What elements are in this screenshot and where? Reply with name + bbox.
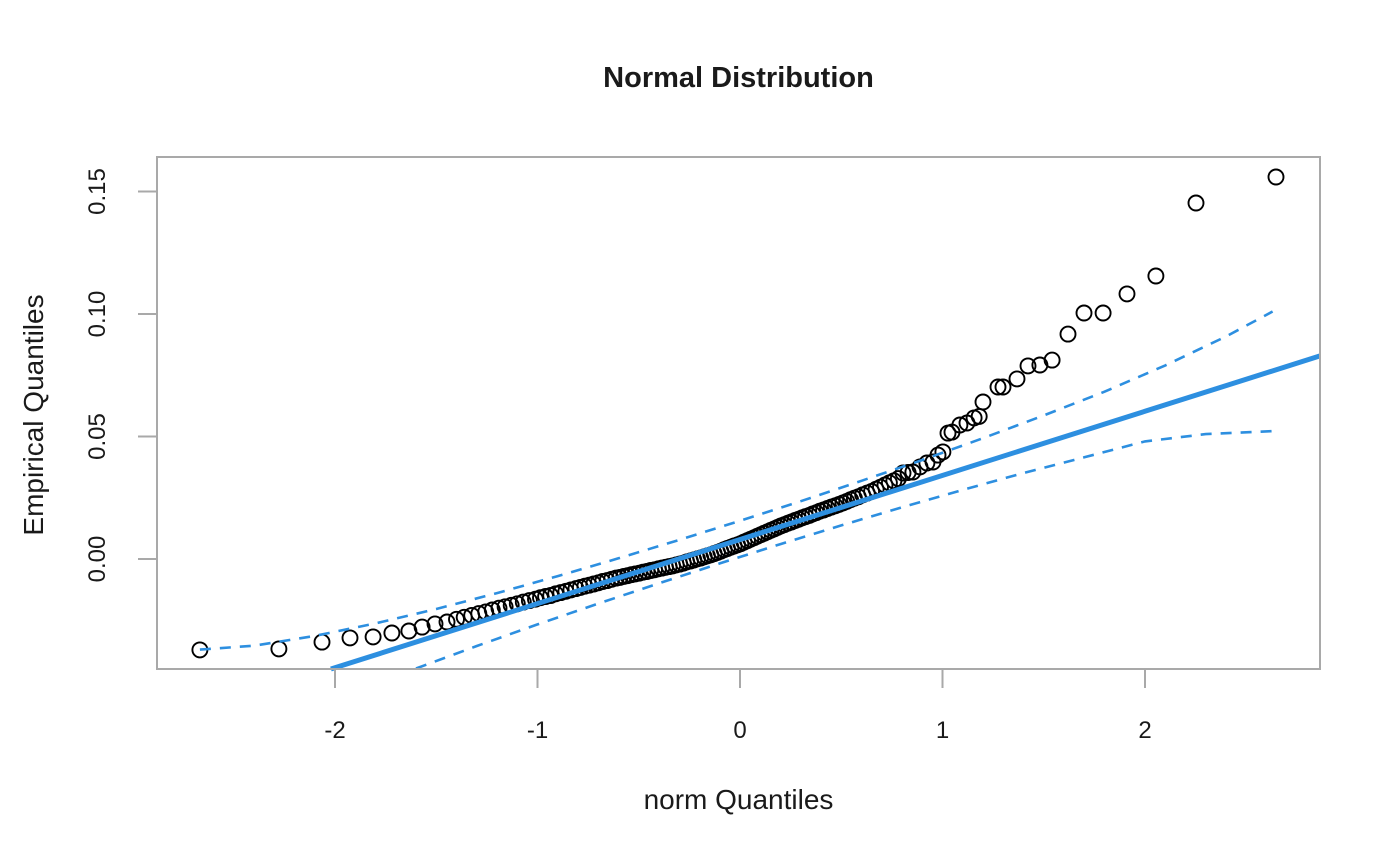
data-point: [929, 446, 947, 464]
data-point: [1187, 194, 1205, 212]
data-point: [364, 628, 382, 646]
data-point: [313, 633, 331, 651]
data-point: [383, 624, 401, 642]
data-point: [934, 443, 952, 461]
data-point: [1118, 285, 1136, 303]
data-point: [951, 416, 969, 434]
data-point: [438, 613, 456, 631]
data-point: [974, 393, 992, 411]
data-point: [1019, 357, 1037, 375]
y-tick-label: 0.10: [84, 291, 111, 338]
qq-reference-line: [330, 353, 1321, 672]
x-tick-label: 2: [1138, 717, 1151, 744]
data-point: [970, 407, 988, 425]
data-point: [426, 615, 444, 633]
data-point: [1075, 304, 1093, 322]
plot-border: [156, 156, 1321, 670]
data-point: [918, 454, 936, 472]
fit-and-envelope-lines: [199, 310, 1321, 672]
confidence-envelope-upper: [199, 310, 1274, 651]
data-point: [1267, 168, 1285, 186]
data-point: [889, 470, 907, 488]
data-point: [413, 618, 431, 636]
x-tick-label: -2: [324, 717, 345, 744]
y-tick-label: 0.15: [84, 168, 111, 215]
x-tick-label: -1: [527, 717, 548, 744]
confidence-envelope-lower: [415, 429, 1273, 670]
data-point: [1043, 351, 1061, 369]
data-point: [994, 378, 1012, 396]
data-point: [1059, 325, 1077, 343]
data-point: [1147, 267, 1165, 285]
data-point: [1094, 304, 1112, 322]
scatter-points: [191, 168, 1285, 659]
chart-title: Normal Distribution: [603, 62, 874, 94]
y-tick-label: 0.00: [84, 536, 111, 583]
x-axis-label: norm Quantiles: [643, 784, 834, 815]
data-point: [270, 640, 288, 658]
axes: -2 -1 0 1 2 0.00 0.05 0.10 0.15: [84, 156, 1321, 744]
y-tick-label: 0.05: [84, 413, 111, 460]
x-tick-label: 1: [936, 717, 949, 744]
data-point: [989, 378, 1007, 396]
x-tick-label: 0: [733, 717, 746, 744]
data-point: [341, 629, 359, 647]
data-point: [1008, 370, 1026, 388]
